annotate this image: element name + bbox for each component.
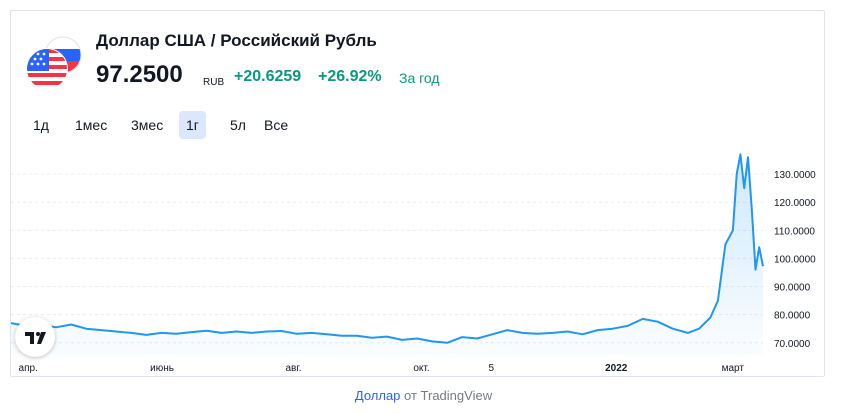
x-tick-label: 2022 <box>605 363 628 374</box>
range-button-all[interactable]: Все <box>264 117 289 133</box>
price-change: +20.6259 <box>234 68 302 85</box>
range-button-5y[interactable]: 5л <box>230 117 246 133</box>
attribution: Доллар от TradingView <box>0 388 847 403</box>
x-tick-label: апр. <box>19 363 38 374</box>
series-line <box>11 153 764 344</box>
y-tick-label: 90.0000 <box>774 283 811 294</box>
y-tick-label: 100.0000 <box>774 254 816 265</box>
currency-code: RUB <box>203 77 225 88</box>
y-tick-label: 80.0000 <box>774 311 811 322</box>
widget-card: Доллар США / Российский Рубль 97.2500 RU… <box>10 10 825 377</box>
series-area <box>11 154 763 354</box>
y-tick-label: 120.0000 <box>774 198 816 209</box>
x-tick-label: 5 <box>489 363 495 374</box>
attribution-suffix: от TradingView <box>400 388 493 403</box>
change-period: За год <box>399 70 440 86</box>
x-tick-label: март <box>722 363 745 374</box>
symbol-title: Доллар США / Российский Рубль <box>96 31 377 50</box>
price-chart[interactable]: 70.0000 80.0000 90.0000 100.0000 110.0000 120… <box>11 11 825 377</box>
tradingview-logo-icon[interactable] <box>15 317 55 357</box>
price-change-percent: +26.92% <box>318 68 382 85</box>
range-button-3m[interactable]: 3мес <box>131 117 164 133</box>
x-tick-label: авг. <box>285 363 301 374</box>
y-tick-label: 70.0000 <box>774 339 811 350</box>
range-button-1m[interactable]: 1мес <box>75 117 108 133</box>
range-button-1d[interactable]: 1д <box>33 117 49 133</box>
range-button-1y[interactable]: 1г <box>179 111 206 139</box>
last-price: 97.2500 <box>96 61 183 88</box>
us-ru-flag-icon <box>26 35 83 91</box>
symbol-link[interactable]: Доллар <box>354 388 401 403</box>
y-tick-label: 130.0000 <box>774 170 816 181</box>
x-tick-label: окт. <box>413 363 429 374</box>
y-tick-label: 110.0000 <box>774 226 815 237</box>
x-tick-label: июнь <box>150 363 174 374</box>
